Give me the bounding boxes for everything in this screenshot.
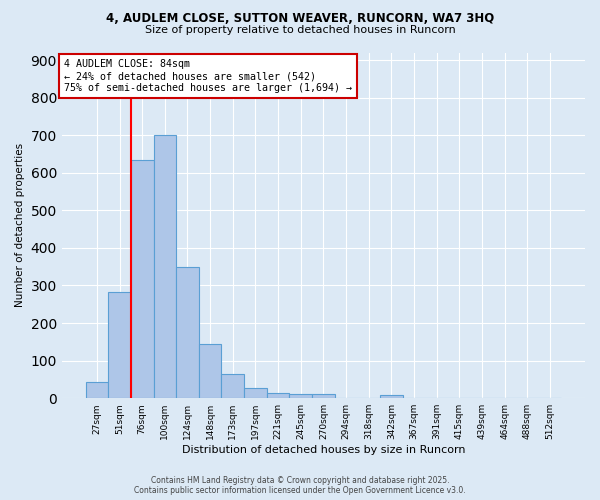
Bar (244, 388, 267, 398)
Bar (312, 394, 335, 398)
Bar (176, 266, 199, 398)
Text: Size of property relative to detached houses in Runcorn: Size of property relative to detached ho… (145, 25, 455, 35)
Bar (108, 292, 131, 398)
X-axis label: Distribution of detached houses by size in Runcorn: Distribution of detached houses by size … (182, 445, 465, 455)
Text: Contains HM Land Registry data © Crown copyright and database right 2025.
Contai: Contains HM Land Registry data © Crown c… (134, 476, 466, 495)
Bar (380, 395, 403, 398)
Bar (86, 382, 108, 398)
Bar (267, 393, 289, 398)
Bar (154, 135, 176, 398)
Bar (199, 344, 221, 398)
Text: 4 AUDLEM CLOSE: 84sqm
← 24% of detached houses are smaller (542)
75% of semi-det: 4 AUDLEM CLOSE: 84sqm ← 24% of detached … (64, 60, 352, 92)
Bar (131, 160, 154, 398)
Text: 4, AUDLEM CLOSE, SUTTON WEAVER, RUNCORN, WA7 3HQ: 4, AUDLEM CLOSE, SUTTON WEAVER, RUNCORN,… (106, 12, 494, 26)
Y-axis label: Number of detached properties: Number of detached properties (15, 144, 25, 308)
Bar (221, 374, 244, 398)
Bar (289, 394, 312, 398)
